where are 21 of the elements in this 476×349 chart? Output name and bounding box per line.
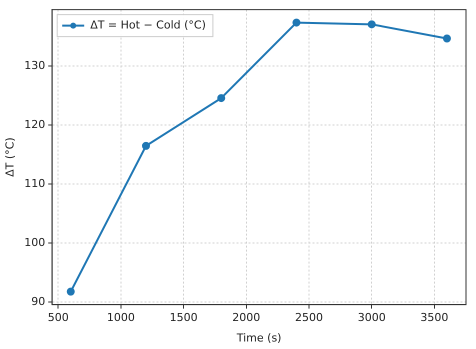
y-tick-label: 120 (24, 118, 46, 132)
legend-label: ΔT = Hot − Cold (°C) (90, 18, 206, 32)
x-axis-title: Time (s) (236, 331, 282, 344)
y-tick-label: 100 (24, 236, 46, 250)
point (142, 142, 150, 150)
point (292, 18, 300, 27)
y-tick-label: 90 (31, 295, 46, 308)
x-tick-label: 1000 (106, 311, 135, 324)
point (368, 20, 376, 28)
x-tick-label: 2000 (232, 311, 260, 324)
x-tick-label: 2500 (295, 311, 324, 324)
y-axis-title: ΔT (°C) (3, 137, 16, 177)
x-tick-label: 1500 (170, 311, 198, 324)
point (217, 94, 226, 102)
y-tick-label: 110 (24, 177, 46, 190)
point (442, 34, 451, 43)
y-tick-label: 130 (24, 59, 46, 72)
x-tick-label: 3500 (420, 311, 448, 324)
point (66, 288, 75, 296)
x-tick-label: 3000 (358, 311, 386, 324)
x-tick-label: 500 (48, 311, 69, 324)
